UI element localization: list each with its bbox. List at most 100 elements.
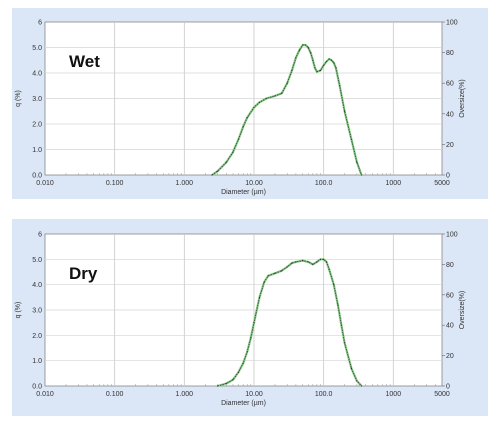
dry-data-point bbox=[246, 351, 248, 353]
dry-data-point bbox=[325, 261, 328, 263]
wet-data-point bbox=[302, 44, 304, 46]
dry-x-tick-label: 0.100 bbox=[106, 391, 124, 398]
dry-y2-axis-label: Oversize(%) bbox=[459, 291, 466, 330]
wet-y2-axis-label: Oversize(%) bbox=[459, 79, 466, 118]
wet-data-point bbox=[291, 69, 293, 72]
wet-y-tick-label: 4.0 bbox=[32, 71, 42, 78]
dry-data-point bbox=[242, 362, 244, 364]
dry-data-point bbox=[340, 324, 343, 326]
dry-data-point bbox=[263, 281, 265, 283]
wet-data-point bbox=[242, 125, 244, 128]
dry-data-point bbox=[216, 385, 219, 387]
dry-panel-title: Dry bbox=[69, 264, 98, 283]
wet-data-point bbox=[325, 60, 328, 63]
dry-data-point bbox=[302, 260, 304, 262]
dry-data-point bbox=[281, 270, 283, 272]
wet-data-point bbox=[304, 44, 307, 46]
wet-data-point bbox=[281, 92, 283, 94]
wet-y-tick-label: 3.0 bbox=[32, 96, 42, 103]
wet-y2-tick-label: 0 bbox=[446, 173, 450, 180]
dry-data-point bbox=[274, 272, 276, 274]
wet-y2-tick-label: 20 bbox=[446, 142, 454, 149]
dry-data-point bbox=[337, 304, 339, 306]
wet-data-point bbox=[265, 97, 267, 100]
wet-data-point bbox=[333, 62, 335, 64]
dry-x-tick-label: 10.00 bbox=[245, 391, 263, 398]
dry-y2-tick-label: 60 bbox=[446, 292, 454, 299]
wet-data-point bbox=[339, 85, 341, 87]
dry-y2-tick-label: 100 bbox=[446, 232, 458, 239]
dry-x-axis-label: Diameter (µm) bbox=[221, 400, 266, 407]
wet-data-point bbox=[330, 59, 333, 61]
wet-data-point bbox=[286, 82, 288, 84]
dry-data-point bbox=[360, 385, 363, 387]
wet-x-tick-label: 0.100 bbox=[106, 180, 124, 187]
wet-data-point bbox=[298, 49, 301, 51]
dry-data-point bbox=[286, 266, 288, 268]
dry-y-tick-label: 4.0 bbox=[32, 282, 42, 289]
wet-y2-tick-label: 100 bbox=[446, 20, 458, 27]
dry-data-point bbox=[323, 258, 325, 260]
dry-chart-panel: 0.0 1.0 2.0 3.0 4.0 5.0 6 0 20 40 60 80 100 0.010 0.10… bbox=[12, 219, 488, 416]
dry-data-point bbox=[316, 261, 318, 263]
wet-data-point bbox=[319, 69, 322, 72]
wet-data-point bbox=[344, 110, 346, 112]
dry-y-tick-label: 6 bbox=[38, 232, 42, 239]
wet-data-point bbox=[335, 67, 337, 69]
wet-chart-panel: 0.0 1.0 2.0 3.0 4.0 5.0 6 0 20 40 60 80 100 0.010 0.10… bbox=[12, 8, 488, 199]
dry-data-point bbox=[344, 342, 346, 344]
dry-y2-tick-label: 80 bbox=[446, 262, 454, 269]
wet-data-point bbox=[232, 151, 234, 153]
dry-x-tick-label: 1000 bbox=[386, 391, 402, 398]
dry-y-tick-label: 5.0 bbox=[32, 257, 42, 264]
dry-data-point bbox=[356, 380, 358, 382]
dry-data-point bbox=[232, 379, 234, 381]
wet-data-point bbox=[323, 64, 325, 66]
dry-data-point bbox=[312, 263, 314, 265]
wet-x-tick-label: 1000 bbox=[386, 180, 402, 187]
wet-data-point bbox=[356, 161, 358, 163]
wet-y2-tick-label: 80 bbox=[446, 50, 454, 57]
dry-y-axis-label: q (%) bbox=[15, 302, 22, 319]
dry-data-point bbox=[291, 262, 293, 264]
dry-y-tick-label: 0.0 bbox=[32, 384, 42, 391]
wet-x-tick-label: 5000 bbox=[434, 180, 450, 187]
wet-data-point bbox=[360, 174, 363, 176]
wet-data-point bbox=[312, 59, 314, 61]
wet-data-point bbox=[237, 138, 240, 140]
wet-data-point bbox=[216, 170, 219, 172]
dry-x-tick-label: 100.0 bbox=[315, 391, 333, 398]
dry-y-tick-label: 2.0 bbox=[32, 333, 42, 340]
dry-data-point bbox=[307, 261, 309, 263]
wet-x-tick-label: 0.010 bbox=[36, 180, 54, 187]
wet-data-point bbox=[246, 117, 248, 119]
dry-data-point bbox=[225, 382, 227, 385]
wet-y-tick-label: 2.0 bbox=[32, 122, 42, 129]
wet-x-tick-label: 1.000 bbox=[176, 180, 194, 187]
wet-data-point bbox=[316, 71, 318, 73]
wet-data-point bbox=[258, 101, 261, 103]
wet-data-point bbox=[295, 57, 297, 59]
dry-data-point bbox=[328, 268, 330, 271]
wet-data-point bbox=[225, 161, 227, 163]
wet-data-point bbox=[310, 52, 312, 54]
wet-x-tick-label: 100.0 bbox=[315, 180, 333, 187]
dry-y2-tick-label: 20 bbox=[446, 353, 454, 360]
wet-data-point bbox=[211, 174, 213, 176]
dry-y2-tick-label: 0 bbox=[446, 384, 450, 391]
wet-y2-tick-label: 40 bbox=[446, 111, 454, 118]
dry-x-tick-label: 0.010 bbox=[36, 391, 54, 398]
wet-y-tick-label: 1.0 bbox=[32, 147, 42, 154]
wet-data-point bbox=[328, 58, 330, 60]
dry-y-tick-label: 3.0 bbox=[32, 308, 42, 315]
wet-data-point bbox=[350, 138, 352, 140]
dry-data-point bbox=[250, 337, 252, 339]
wet-data-point bbox=[314, 67, 316, 69]
wet-panel-title: Wet bbox=[69, 52, 100, 71]
wet-y-tick-label: 6 bbox=[38, 20, 42, 27]
dry-data-point bbox=[333, 284, 335, 286]
dry-data-point bbox=[350, 367, 352, 369]
wet-data-point bbox=[274, 95, 276, 97]
